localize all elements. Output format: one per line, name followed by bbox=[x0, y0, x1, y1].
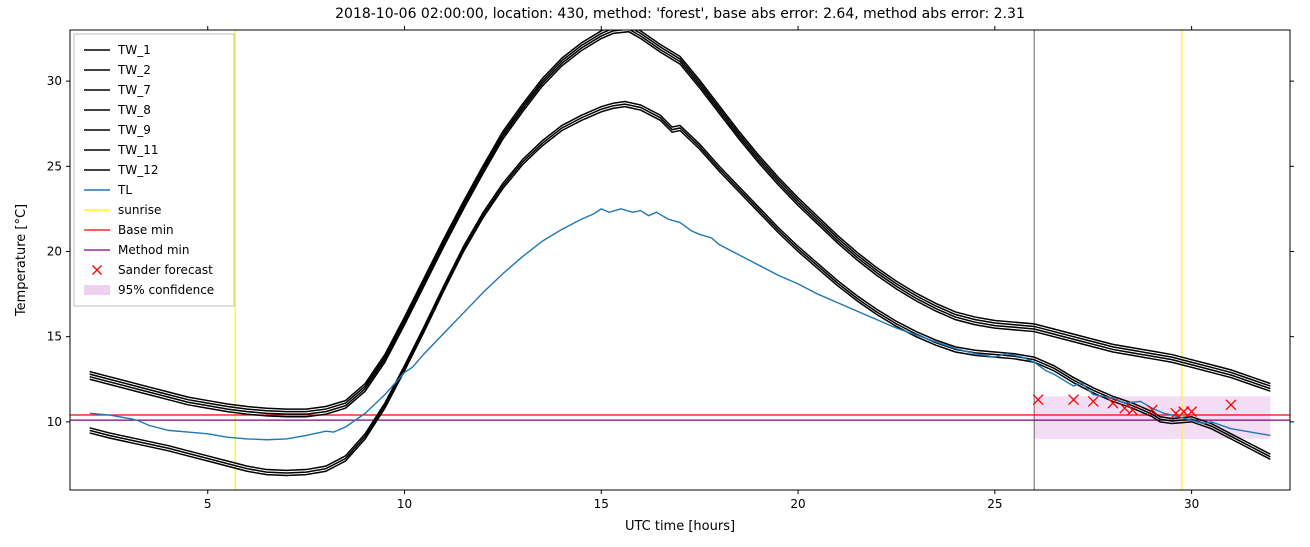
ytick-label: 15 bbox=[47, 330, 62, 344]
xtick-label: 30 bbox=[1184, 497, 1199, 511]
y-axis-label: Temperature [°C] bbox=[14, 204, 29, 317]
xtick-label: 5 bbox=[204, 497, 212, 511]
ytick-label: 25 bbox=[47, 159, 62, 173]
chart-title: 2018-10-06 02:00:00, location: 430, meth… bbox=[335, 6, 1025, 22]
xtick-label: 15 bbox=[594, 497, 609, 511]
ytick-label: 10 bbox=[47, 415, 62, 429]
legend-item-label: TW_9 bbox=[117, 123, 151, 137]
legend: TW_1 TW_2 TW_7 TW_8 TW_9 TW_11 TW_12 TL sunrise B… bbox=[74, 34, 234, 306]
legend-item-label: Base min bbox=[118, 223, 174, 237]
legend-item-label: TW_8 bbox=[117, 103, 151, 117]
xtick-label: 20 bbox=[790, 497, 805, 511]
legend-item-label: TW_2 bbox=[117, 63, 151, 77]
legend-item-label: sunrise bbox=[118, 203, 161, 217]
legend-item-label: Method min bbox=[118, 243, 189, 257]
legend-swatch bbox=[84, 285, 110, 295]
xtick-label: 10 bbox=[397, 497, 412, 511]
legend-item-label: Sander forecast bbox=[118, 263, 213, 277]
temperature-forecast-chart: 5 10 15 20 25 30 10 15 20 25 30 UTC time [hours] Tem… bbox=[0, 0, 1310, 547]
xtick-label: 25 bbox=[987, 497, 1002, 511]
ytick-label: 20 bbox=[47, 244, 62, 258]
legend-item-label: TW_1 bbox=[117, 43, 151, 57]
legend-item-label: TW_7 bbox=[117, 83, 151, 97]
legend-item-label: TL bbox=[117, 183, 132, 197]
x-axis-label: UTC time [hours] bbox=[625, 519, 735, 534]
legend-item-label: TW_12 bbox=[117, 163, 158, 177]
legend-item-label: 95% confidence bbox=[118, 283, 214, 297]
chart-svg: 5 10 15 20 25 30 10 15 20 25 30 UTC time [hours] Tem… bbox=[0, 0, 1310, 547]
ytick-label: 30 bbox=[47, 74, 62, 88]
legend-item-label: TW_11 bbox=[117, 143, 158, 157]
